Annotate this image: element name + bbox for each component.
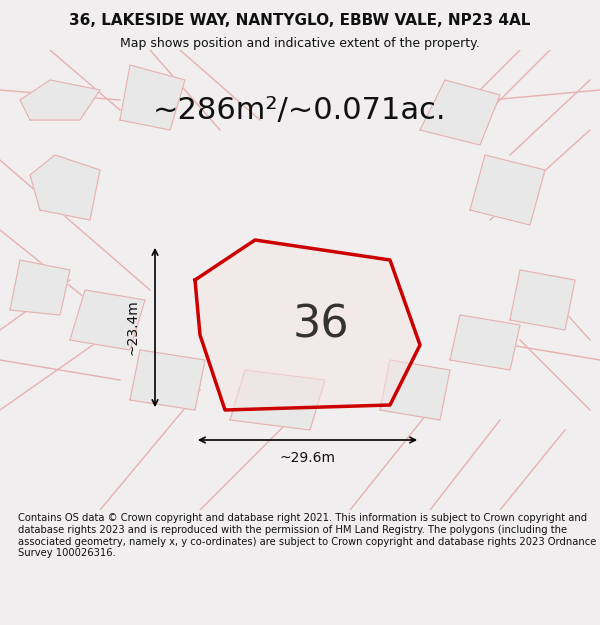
Polygon shape <box>450 315 520 370</box>
Text: ~23.4m: ~23.4m <box>126 299 140 356</box>
Text: Map shows position and indicative extent of the property.: Map shows position and indicative extent… <box>120 38 480 51</box>
Polygon shape <box>195 240 420 410</box>
Polygon shape <box>10 260 70 315</box>
Polygon shape <box>20 80 100 120</box>
Text: 36, LAKESIDE WAY, NANTYGLO, EBBW VALE, NP23 4AL: 36, LAKESIDE WAY, NANTYGLO, EBBW VALE, N… <box>70 12 530 28</box>
Text: Contains OS data © Crown copyright and database right 2021. This information is : Contains OS data © Crown copyright and d… <box>18 514 596 558</box>
Polygon shape <box>70 290 145 350</box>
Polygon shape <box>30 155 100 220</box>
Text: ~286m²/~0.071ac.: ~286m²/~0.071ac. <box>153 96 447 124</box>
Polygon shape <box>470 155 545 225</box>
Polygon shape <box>230 370 325 430</box>
Polygon shape <box>510 270 575 330</box>
Text: ~29.6m: ~29.6m <box>280 451 335 465</box>
Polygon shape <box>130 350 205 410</box>
Polygon shape <box>380 360 450 420</box>
Text: 36: 36 <box>293 304 350 346</box>
Polygon shape <box>120 65 185 130</box>
Polygon shape <box>420 80 500 145</box>
